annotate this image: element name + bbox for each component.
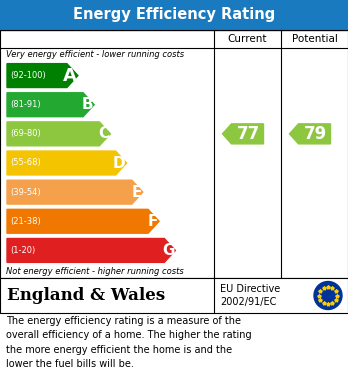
Polygon shape [7,151,127,175]
Text: F: F [148,214,158,229]
Bar [0,0,348,30]
Text: (81-91): (81-91) [10,100,41,109]
Bar [0,278,348,313]
Text: England & Wales: England & Wales [7,287,165,304]
Text: (39-54): (39-54) [10,188,41,197]
Text: (1-20): (1-20) [10,246,35,255]
Text: G: G [162,243,174,258]
Text: Energy Efficiency Rating: Energy Efficiency Rating [73,7,275,23]
Polygon shape [7,64,78,88]
Text: EU Directive
2002/91/EC: EU Directive 2002/91/EC [220,283,280,307]
Polygon shape [7,93,94,117]
Text: Very energy efficient - lower running costs: Very energy efficient - lower running co… [6,50,184,59]
Text: (69-80): (69-80) [10,129,41,138]
Text: Not energy efficient - higher running costs: Not energy efficient - higher running co… [6,267,184,276]
Text: 79: 79 [304,125,327,143]
Text: C: C [98,126,109,142]
Polygon shape [290,124,331,144]
Text: Potential: Potential [292,34,338,44]
Text: Current: Current [228,34,267,44]
Circle shape [314,282,342,310]
Polygon shape [222,124,263,144]
Text: B: B [81,97,93,112]
Polygon shape [7,122,110,146]
Polygon shape [7,209,159,233]
Text: E: E [132,185,142,200]
Text: (55-68): (55-68) [10,158,41,167]
Text: 77: 77 [237,125,260,143]
Polygon shape [7,239,175,262]
Text: D: D [113,156,126,170]
Text: (92-100): (92-100) [10,71,46,80]
Polygon shape [7,180,143,204]
Text: The energy efficiency rating is a measure of the
overall efficiency of a home. T: The energy efficiency rating is a measur… [6,316,252,369]
Text: (21-38): (21-38) [10,217,41,226]
Text: A: A [63,66,77,84]
Bar [0,30,348,278]
